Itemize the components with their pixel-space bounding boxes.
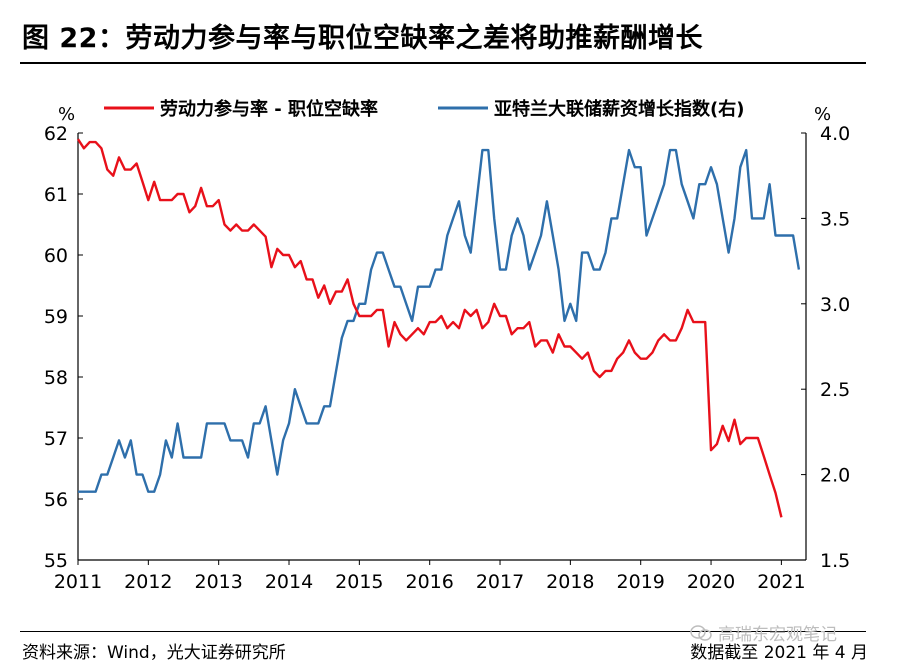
left-tick-label: 60 xyxy=(44,245,68,267)
left-tick-label: 55 xyxy=(44,550,68,572)
watermark: 高瑞东宏观笔记 xyxy=(690,620,837,645)
x-tick-label: 2020 xyxy=(687,571,735,593)
right-tick-label: 3.5 xyxy=(820,208,850,230)
x-tick-label: 2014 xyxy=(265,571,313,593)
right-tick-label: 2.0 xyxy=(820,465,850,487)
right-tick-label: 4.0 xyxy=(820,123,850,145)
series-line-participation-gap xyxy=(76,138,783,518)
data-as-of: 数据截至 2021 年 4 月 xyxy=(690,643,868,663)
series-lines xyxy=(76,138,801,518)
right-tick-label: 1.5 xyxy=(820,550,850,572)
x-tick-label: 2018 xyxy=(546,571,594,593)
chart-legend: 劳动力参与率 - 职位空缺率 亚特兰大联储薪资增长指数(右) xyxy=(104,98,744,120)
watermark-text: 高瑞东宏观笔记 xyxy=(718,625,837,645)
right-axis-ticks: 1.5 2.0 2.5 3.0 3.5 4.0 xyxy=(801,123,850,572)
figure-title: 图 22：劳动力参与率与职位空缺率之差将助推薪酬增长 xyxy=(22,23,703,54)
x-axis-ticks: 2011 2012 2013 2014 2015 2016 2017 2018 2019 2020… xyxy=(54,560,806,593)
x-tick-label: 2017 xyxy=(476,571,524,593)
x-tick-label: 2013 xyxy=(194,571,242,593)
x-tick-label: 2015 xyxy=(335,571,383,593)
title-rule xyxy=(20,62,866,64)
left-tick-label: 57 xyxy=(44,428,68,450)
footer-rule xyxy=(20,631,866,632)
x-tick-label: 2019 xyxy=(617,571,665,593)
left-tick-label: 58 xyxy=(44,367,68,389)
right-tick-label: 2.5 xyxy=(820,379,850,401)
legend-label-wage-growth: 亚特兰大联储薪资增长指数(右) xyxy=(494,98,744,120)
left-tick-label: 62 xyxy=(44,123,68,145)
wechat-icon xyxy=(690,624,712,641)
x-tick-label: 2011 xyxy=(54,571,102,593)
left-axis-ticks: 55 56 57 58 59 60 61 62 xyxy=(44,123,83,572)
x-tick-label: 2012 xyxy=(124,571,172,593)
chart-axes xyxy=(77,133,807,561)
left-tick-label: 61 xyxy=(44,184,68,206)
left-tick-label: 59 xyxy=(44,306,68,328)
series-line-wage-growth xyxy=(78,148,801,493)
right-tick-label: 3.0 xyxy=(820,294,850,316)
source-note: 资料来源：Wind，光大证券研究所 xyxy=(22,643,286,663)
left-axis-unit: % xyxy=(58,104,75,125)
left-tick-label: 56 xyxy=(44,489,68,511)
x-tick-label: 2021 xyxy=(757,571,805,593)
right-axis-unit: % xyxy=(814,104,831,125)
line-chart: 55 56 57 58 59 60 61 62 1.5 2.0 2.5 3.0 3.5 4.0 2011… xyxy=(44,98,850,593)
legend-label-participation: 劳动力参与率 - 职位空缺率 xyxy=(160,98,378,120)
x-tick-label: 2016 xyxy=(406,571,454,593)
